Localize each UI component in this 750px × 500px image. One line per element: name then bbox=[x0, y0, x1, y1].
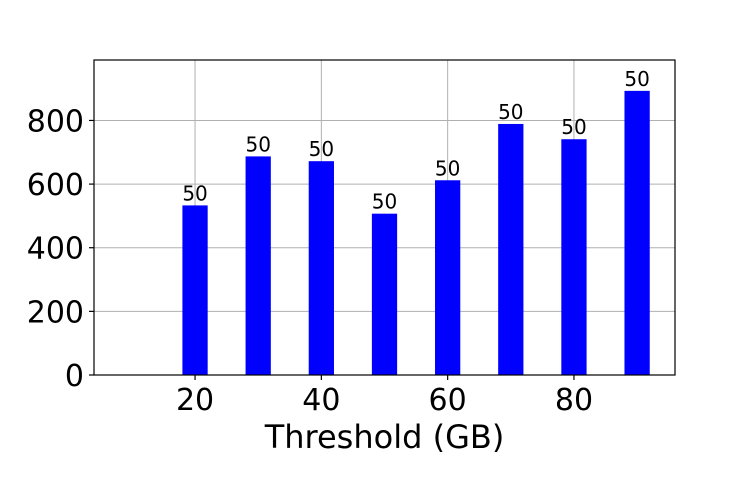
y-tick-label: 400 bbox=[27, 232, 84, 267]
bar-value-label: 50 bbox=[372, 190, 397, 214]
bar bbox=[308, 161, 334, 375]
y-tick-labels: 0 200 400 600 800 bbox=[27, 104, 84, 394]
bar bbox=[498, 123, 524, 375]
bar bbox=[371, 213, 398, 375]
bar-value-label: 50 bbox=[182, 181, 207, 205]
bar-value-label: 50 bbox=[498, 100, 523, 124]
bar bbox=[435, 180, 461, 375]
bar bbox=[182, 205, 208, 375]
bars bbox=[182, 90, 650, 375]
y-tick-label: 800 bbox=[27, 104, 84, 139]
x-axis-label: Threshold (GB) bbox=[264, 418, 505, 456]
plot-frame bbox=[93, 59, 676, 376]
bar-value-label: 50 bbox=[624, 67, 649, 91]
bar-value-label: 50 bbox=[561, 115, 586, 139]
bar-labels: 50 50 50 50 50 50 50 50 bbox=[182, 67, 650, 214]
x-tick-label: 80 bbox=[555, 383, 593, 418]
y-tick-label: 0 bbox=[65, 359, 84, 394]
x-tick-label: 60 bbox=[429, 383, 467, 418]
bar bbox=[624, 90, 650, 375]
bar-value-label: 50 bbox=[245, 132, 270, 156]
x-tick-label: 40 bbox=[302, 383, 340, 418]
bar-value-label: 50 bbox=[309, 137, 334, 161]
x-tick-label: 20 bbox=[176, 383, 214, 418]
y-tick-label: 200 bbox=[27, 295, 84, 330]
tick-marks bbox=[89, 119, 575, 380]
bar-value-label: 50 bbox=[435, 156, 460, 180]
y-tick-label: 600 bbox=[27, 168, 84, 203]
bar bbox=[245, 156, 271, 375]
x-tick-labels: 20 40 60 80 bbox=[176, 383, 593, 418]
bar bbox=[561, 139, 587, 375]
